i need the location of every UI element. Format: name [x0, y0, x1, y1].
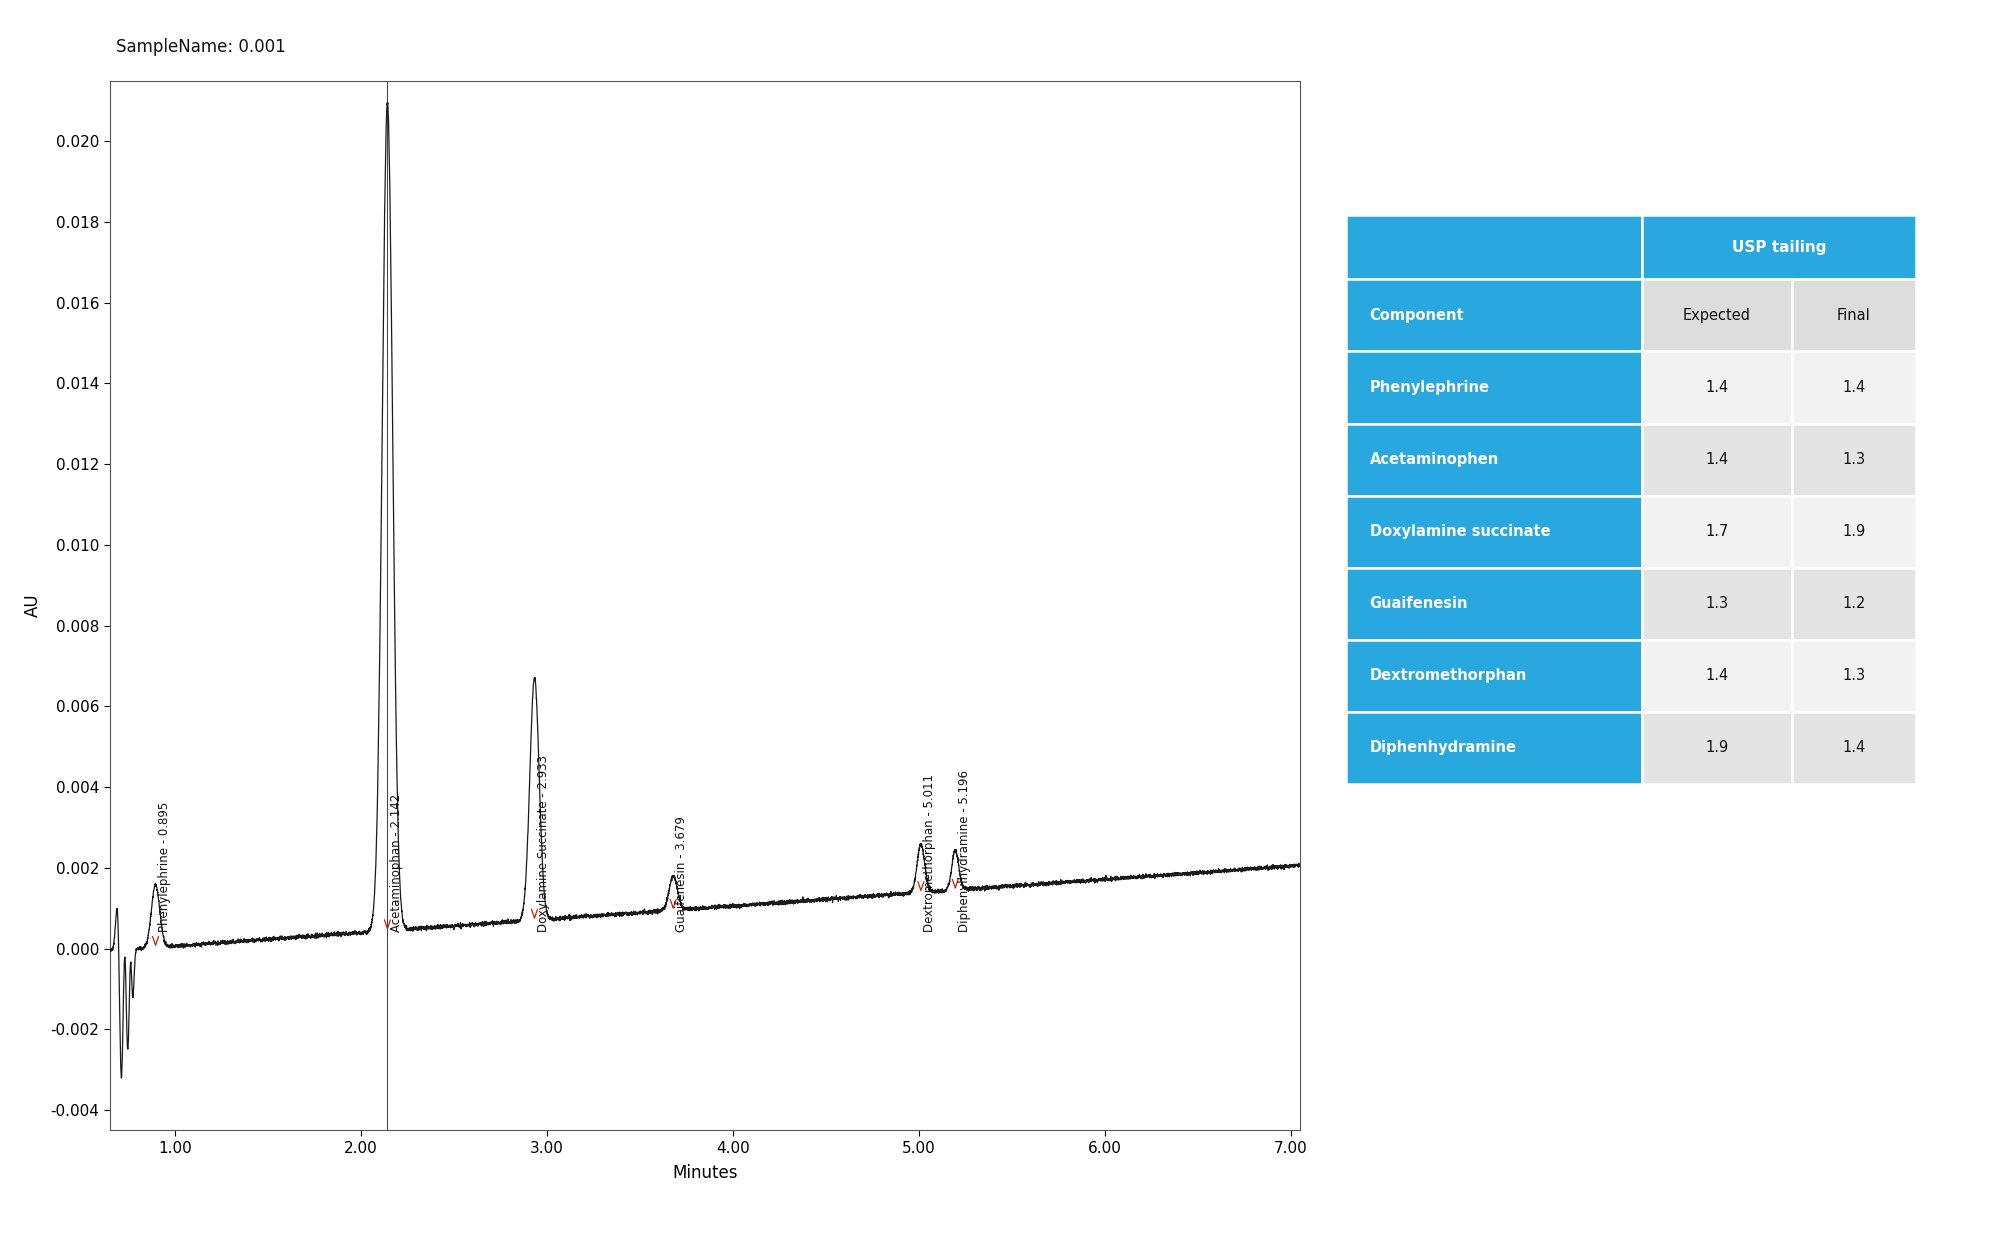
Text: Guaifenesin: Guaifenesin — [1370, 596, 1468, 611]
Text: Acetaminophan - 2.142: Acetaminophan - 2.142 — [390, 794, 402, 933]
Text: Doxylamine succinate: Doxylamine succinate — [1370, 524, 1550, 539]
Text: Phenylephrine: Phenylephrine — [1370, 380, 1490, 395]
Text: 1.4: 1.4 — [1706, 668, 1728, 683]
Text: Expected: Expected — [1684, 308, 1752, 323]
Text: 1.2: 1.2 — [1842, 596, 1866, 611]
Text: Diphenylhydramine - 5.196: Diphenylhydramine - 5.196 — [958, 770, 970, 933]
Text: Doxylamine Succinate - 2.933: Doxylamine Succinate - 2.933 — [536, 755, 550, 933]
X-axis label: Minutes: Minutes — [672, 1164, 738, 1182]
Text: Component: Component — [1370, 308, 1464, 323]
Text: 1.4: 1.4 — [1842, 380, 1866, 395]
Text: Acetaminophen: Acetaminophen — [1370, 452, 1498, 467]
Text: Phenylephrine - 0.895: Phenylephrine - 0.895 — [158, 802, 170, 933]
Text: 1.3: 1.3 — [1842, 452, 1866, 467]
Text: Dextromethorphan - 5.011: Dextromethorphan - 5.011 — [924, 775, 936, 933]
Text: 1.4: 1.4 — [1706, 380, 1728, 395]
Text: Final: Final — [1838, 308, 1870, 323]
Text: 1.9: 1.9 — [1706, 740, 1728, 755]
Y-axis label: AU: AU — [24, 594, 42, 617]
Text: Guaifenesin - 3.679: Guaifenesin - 3.679 — [676, 816, 688, 933]
Text: Diphenhydramine: Diphenhydramine — [1370, 740, 1516, 755]
Text: 1.4: 1.4 — [1706, 452, 1728, 467]
Text: 1.9: 1.9 — [1842, 524, 1866, 539]
Text: SampleName: 0.001: SampleName: 0.001 — [116, 39, 286, 56]
Text: 1.3: 1.3 — [1706, 596, 1728, 611]
Text: 1.4: 1.4 — [1842, 740, 1866, 755]
Text: Dextromethorphan: Dextromethorphan — [1370, 668, 1528, 683]
Text: 1.7: 1.7 — [1706, 524, 1728, 539]
Text: USP tailing: USP tailing — [1732, 240, 1826, 255]
Text: 1.3: 1.3 — [1842, 668, 1866, 683]
